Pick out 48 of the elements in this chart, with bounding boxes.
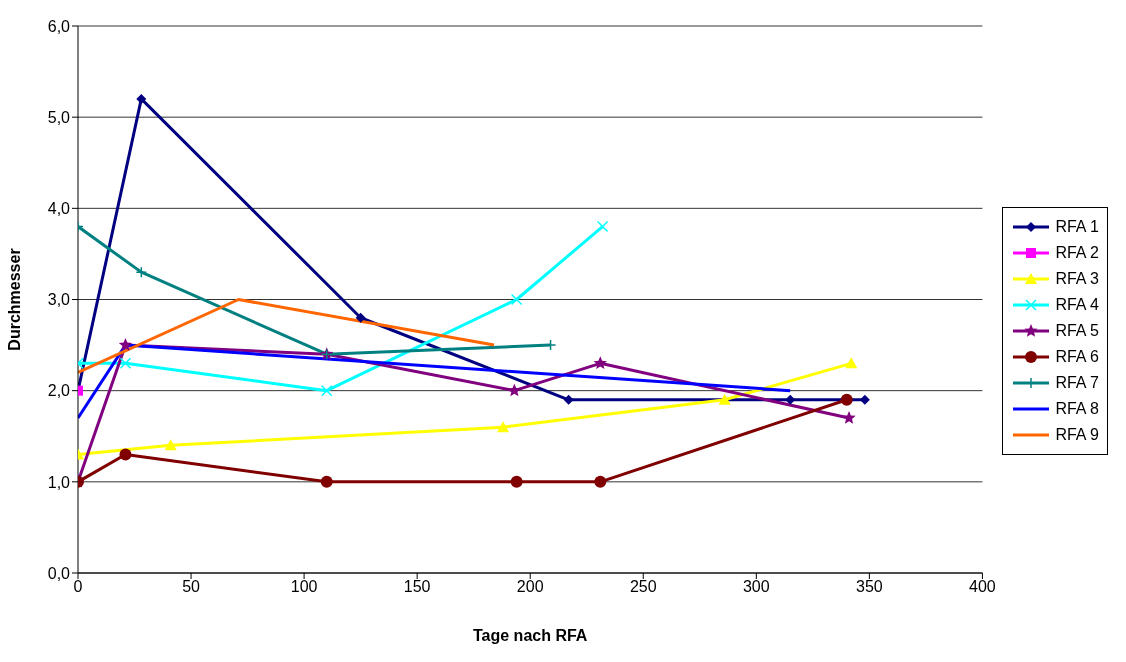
x-tick-label: 50	[182, 578, 201, 596]
y-tick-label: 2,0	[47, 382, 71, 400]
point	[355, 312, 366, 323]
legend-label: RFA 7	[1055, 373, 1099, 392]
y-tick-label: 3,0	[47, 291, 71, 309]
legend-label: RFA 4	[1055, 295, 1099, 314]
y-tick-label: 0,0	[47, 564, 71, 582]
y-tick-label: 6,0	[47, 17, 71, 35]
y-tick-label: 5,0	[47, 108, 71, 126]
point	[135, 266, 148, 278]
point	[320, 384, 333, 397]
point	[596, 220, 609, 233]
x-axis-title: Tage nach RFA	[473, 627, 588, 644]
legend-label: RFA 1	[1055, 217, 1099, 236]
legend-label: RFA 3	[1055, 269, 1099, 288]
y-axis-title: Durchmesser	[5, 248, 23, 351]
point	[497, 421, 510, 433]
point	[510, 475, 523, 488]
point	[594, 475, 607, 488]
legend-label: RFA 5	[1055, 321, 1099, 340]
x-tick-label: 400	[969, 578, 996, 596]
x-tick-label: 200	[516, 578, 544, 596]
x-tick-label: 350	[856, 578, 883, 596]
x-tick-label: 250	[629, 578, 657, 596]
point	[842, 411, 856, 424]
legend-label: RFA 2	[1055, 243, 1099, 262]
point	[593, 356, 607, 369]
point	[718, 393, 731, 405]
point	[785, 394, 796, 405]
x-tick-label: 100	[290, 578, 318, 596]
point	[563, 394, 574, 405]
x-tick-label: 0	[73, 578, 83, 596]
point	[119, 357, 132, 370]
point	[320, 475, 333, 488]
point	[840, 393, 853, 406]
x-tick-label: 150	[403, 578, 431, 596]
y-tick-label: 1,0	[47, 473, 71, 491]
point	[118, 338, 133, 351]
legend-label: RFA 9	[1055, 425, 1099, 444]
x-tick-label: 300	[742, 578, 770, 596]
point	[136, 93, 147, 104]
y-tick-label: 4,0	[47, 200, 71, 218]
point	[845, 357, 858, 369]
legend-label: RFA 8	[1055, 399, 1099, 418]
legend-label: RFA 6	[1055, 347, 1099, 366]
point	[119, 448, 132, 461]
point	[164, 439, 177, 451]
point	[510, 293, 523, 306]
